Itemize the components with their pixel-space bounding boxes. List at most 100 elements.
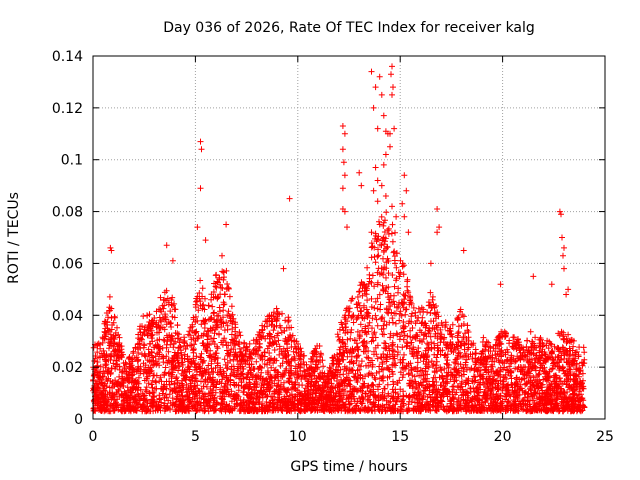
data-point bbox=[114, 361, 121, 368]
data-point bbox=[133, 354, 140, 361]
data-point bbox=[363, 406, 370, 413]
data-point bbox=[447, 400, 454, 407]
data-point bbox=[444, 357, 451, 364]
data-point bbox=[91, 358, 98, 364]
data-point bbox=[412, 365, 419, 372]
data-point bbox=[169, 399, 176, 406]
data-point bbox=[156, 349, 163, 356]
data-point bbox=[334, 355, 341, 362]
data-point bbox=[532, 367, 539, 374]
data-point bbox=[90, 407, 97, 414]
data-point bbox=[492, 351, 499, 358]
data-point bbox=[395, 285, 402, 292]
data-point bbox=[429, 382, 436, 389]
data-point bbox=[158, 399, 165, 406]
data-point bbox=[224, 352, 231, 359]
data-point bbox=[385, 306, 392, 313]
data-point bbox=[290, 348, 297, 355]
data-point bbox=[275, 383, 282, 390]
data-point bbox=[340, 340, 347, 346]
data-point bbox=[193, 295, 200, 302]
data-point bbox=[146, 389, 153, 396]
data-point bbox=[553, 400, 560, 407]
data-point bbox=[342, 407, 349, 414]
data-point bbox=[214, 399, 221, 406]
data-point bbox=[228, 346, 235, 353]
data-point bbox=[447, 376, 454, 383]
data-point bbox=[551, 374, 558, 381]
data-point bbox=[119, 373, 125, 380]
data-point bbox=[433, 322, 440, 329]
data-point bbox=[575, 353, 582, 360]
data-point bbox=[152, 321, 159, 328]
data-point bbox=[385, 225, 392, 232]
data-point bbox=[382, 217, 388, 224]
data-point bbox=[220, 337, 226, 344]
data-point bbox=[208, 360, 215, 367]
data-point bbox=[393, 304, 400, 311]
data-point bbox=[156, 343, 162, 350]
data-point bbox=[267, 401, 274, 407]
data-point bbox=[205, 408, 212, 415]
data-point bbox=[472, 374, 478, 380]
data-point bbox=[251, 383, 258, 390]
data-point bbox=[146, 358, 153, 365]
data-point bbox=[274, 399, 281, 406]
data-point bbox=[163, 287, 170, 294]
data-point bbox=[266, 317, 273, 324]
data-point bbox=[160, 354, 167, 360]
data-point bbox=[183, 393, 190, 400]
data-point bbox=[502, 349, 509, 356]
data-point bbox=[212, 293, 219, 300]
data-point bbox=[157, 396, 163, 403]
data-point bbox=[482, 346, 489, 353]
data-point bbox=[398, 329, 405, 336]
data-point bbox=[515, 364, 522, 371]
data-point bbox=[207, 385, 214, 392]
data-point bbox=[564, 348, 571, 355]
data-point bbox=[147, 340, 154, 347]
data-point bbox=[108, 365, 115, 372]
data-point bbox=[504, 403, 511, 409]
data-point bbox=[169, 359, 176, 365]
data-point bbox=[204, 332, 211, 339]
data-point bbox=[362, 373, 368, 380]
data-point bbox=[350, 312, 357, 319]
data-point bbox=[221, 335, 228, 342]
data-point bbox=[515, 383, 522, 390]
data-point bbox=[381, 241, 388, 248]
data-point bbox=[307, 387, 314, 394]
data-point bbox=[369, 334, 376, 341]
data-point bbox=[196, 389, 203, 395]
data-point bbox=[235, 341, 242, 348]
data-point bbox=[169, 294, 176, 301]
data-point bbox=[295, 398, 302, 404]
data-point bbox=[452, 374, 458, 381]
data-point bbox=[463, 350, 470, 357]
data-point bbox=[303, 361, 310, 368]
data-point bbox=[273, 341, 280, 348]
data-point bbox=[528, 356, 535, 363]
data-point bbox=[573, 380, 580, 387]
data-point bbox=[326, 369, 333, 375]
data-point bbox=[348, 367, 355, 374]
data-point bbox=[491, 372, 498, 378]
data-point bbox=[471, 393, 478, 400]
data-point bbox=[479, 373, 486, 380]
data-point bbox=[337, 366, 344, 373]
data-point bbox=[464, 377, 471, 384]
data-point bbox=[118, 343, 125, 350]
data-point bbox=[475, 379, 482, 386]
data-point bbox=[385, 310, 392, 317]
data-point bbox=[433, 386, 440, 392]
data-point bbox=[165, 397, 172, 404]
data-point bbox=[151, 361, 158, 368]
data-point bbox=[391, 310, 398, 317]
data-point bbox=[204, 344, 211, 351]
data-point bbox=[169, 387, 176, 394]
data-point bbox=[104, 319, 111, 326]
data-point bbox=[520, 401, 527, 408]
data-point bbox=[264, 369, 271, 376]
data-point bbox=[110, 404, 117, 411]
data-point bbox=[349, 313, 356, 320]
